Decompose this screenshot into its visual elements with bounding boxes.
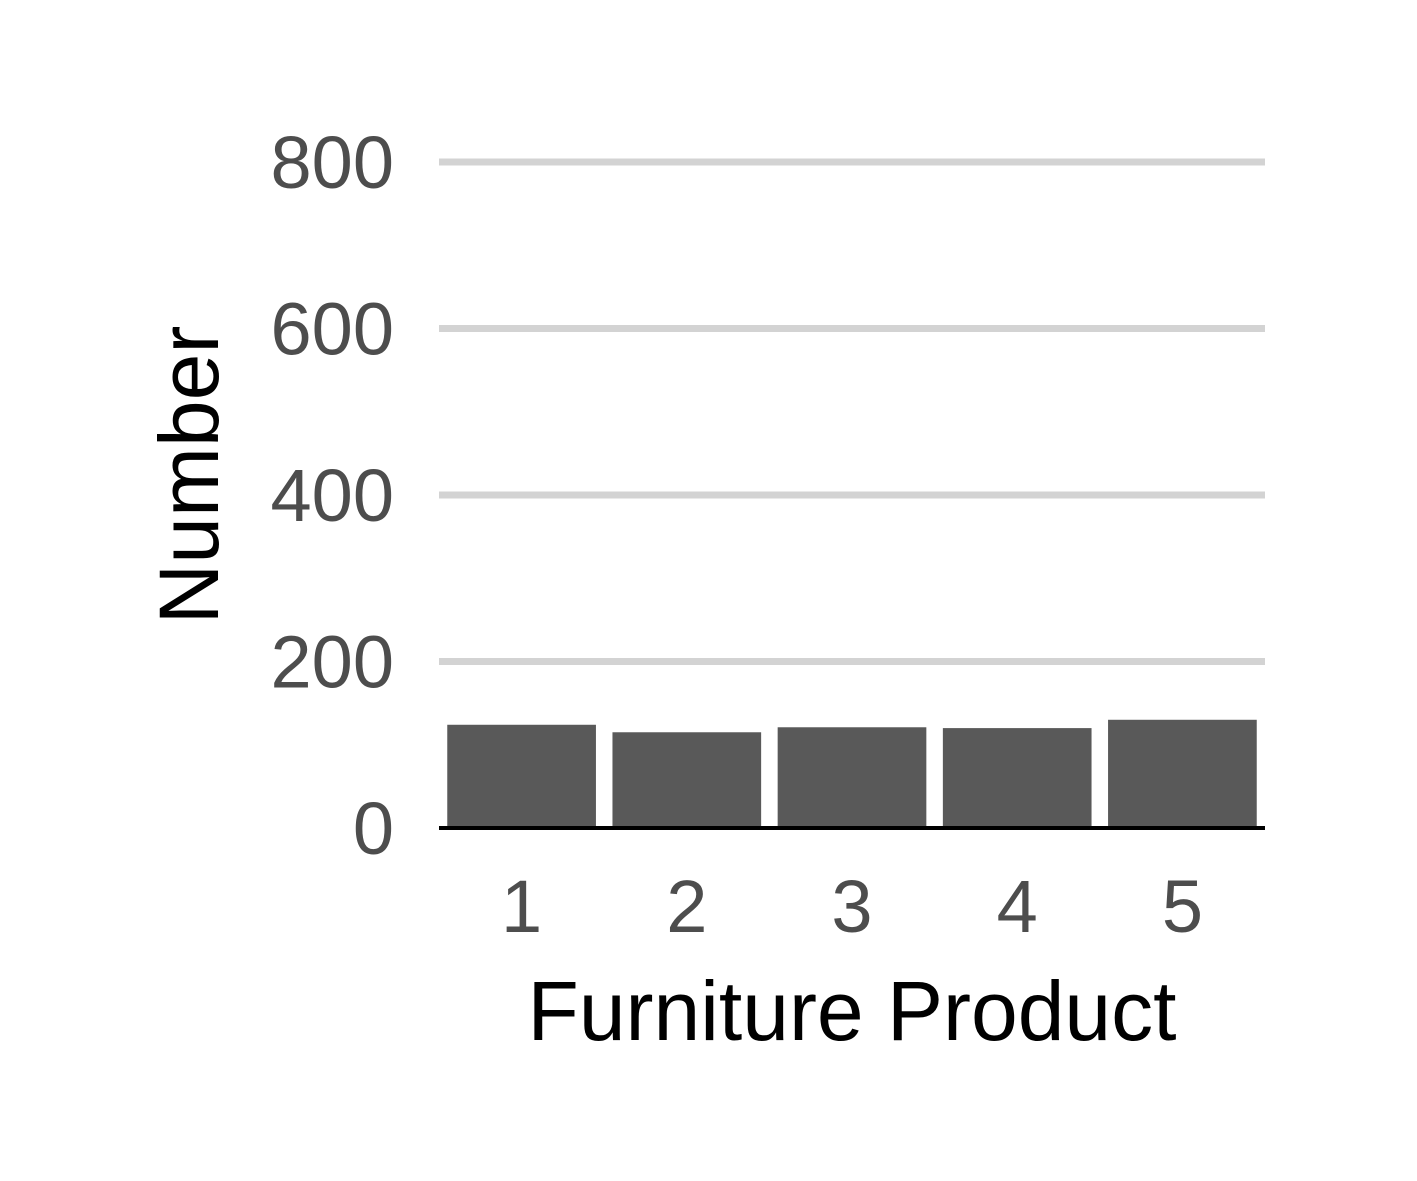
x-axis-ticks: 1 2 3 4 5 (501, 865, 1203, 948)
x-axis-title: Furniture Product (528, 964, 1177, 1058)
x-tick-label-5: 5 (1162, 865, 1203, 948)
bar-5 (1108, 719, 1257, 828)
bars (447, 719, 1257, 828)
y-tick-label-600: 600 (271, 288, 394, 371)
y-tick-label-200: 200 (271, 621, 394, 704)
x-tick-label-3: 3 (831, 865, 872, 948)
bar-2 (612, 732, 762, 828)
bar-4 (942, 728, 1092, 828)
y-tick-label-400: 400 (271, 454, 394, 537)
bar-3 (777, 727, 927, 828)
y-tick-label-800: 800 (271, 121, 394, 204)
x-tick-label-2: 2 (666, 865, 707, 948)
y-axis-title: Number (142, 326, 236, 625)
x-tick-label-1: 1 (501, 865, 542, 948)
bar-1 (447, 724, 596, 828)
y-axis-ticks: 0 200 400 600 800 (271, 121, 394, 870)
x-tick-label-4: 4 (997, 865, 1038, 948)
y-tick-label-0: 0 (353, 787, 394, 870)
gridlines (439, 158, 1265, 665)
